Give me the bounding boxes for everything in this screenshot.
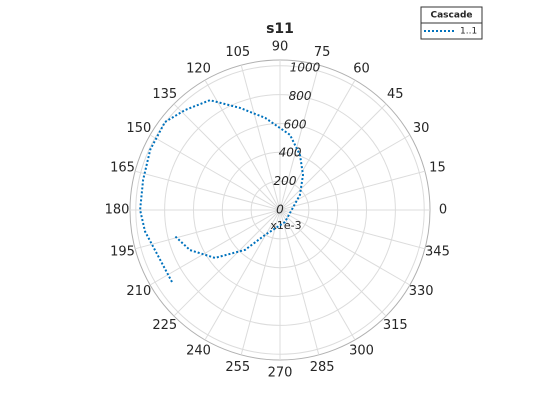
legend-label: 1..1 <box>460 27 477 37</box>
theta-tick-label: 315 <box>383 318 408 333</box>
theta-tick-label: 345 <box>425 245 450 260</box>
theta-grid-line <box>279 134 411 211</box>
theta-grid-line <box>279 209 387 317</box>
theta-grid-line <box>149 134 281 211</box>
r-tick-label: 0 <box>276 203 284 217</box>
r-grid-circle <box>135 65 425 355</box>
theta-grid-line <box>134 209 281 250</box>
theta-tick-label: 105 <box>225 45 250 60</box>
theta-grid-line <box>279 209 320 356</box>
theta-tick-label: 15 <box>429 160 446 175</box>
theta-grid-line <box>204 209 281 341</box>
theta-tick-label: 0 <box>439 203 447 218</box>
theta-grid-line <box>279 103 387 211</box>
r-tick-label: 800 <box>289 89 312 103</box>
r-tick-label: 600 <box>284 117 307 131</box>
theta-grid-line <box>240 209 281 356</box>
r-grid-circle <box>192 122 368 298</box>
theta-tick-label: 195 <box>110 245 135 260</box>
theta-tick-label: 150 <box>126 121 151 136</box>
r-exponent-label: x1e-3 <box>270 219 301 232</box>
theta-tick-label: 330 <box>409 284 434 299</box>
theta-tick-label: 90 <box>272 40 289 55</box>
theta-tick-label: 75 <box>314 45 331 60</box>
data-line <box>139 99 305 283</box>
theta-grid-line <box>279 64 320 211</box>
theta-grid-line <box>279 79 356 211</box>
r-tick-label: 200 <box>274 174 297 188</box>
theta-grid-line <box>279 209 411 286</box>
r-grid-circle <box>221 151 339 269</box>
theta-grid-line <box>149 209 281 286</box>
r-tick-label: 1000 <box>290 60 321 74</box>
chart-title: s11 <box>266 21 294 37</box>
theta-tick-label: 270 <box>268 366 293 381</box>
r-grid-circle <box>250 180 310 240</box>
legend: Cascade 1..1 <box>420 6 483 40</box>
theta-tick-label: 45 <box>387 87 404 102</box>
theta-tick-label: 225 <box>152 318 177 333</box>
theta-grid-line <box>173 103 281 211</box>
r-grid-circle <box>164 94 396 326</box>
legend-title: Cascade <box>431 11 473 21</box>
grid <box>130 60 430 360</box>
theta-tick-label: 30 <box>413 121 430 136</box>
theta-grid-line <box>134 170 281 211</box>
theta-tick-label: 180 <box>105 203 130 218</box>
theta-tick-label: 60 <box>353 61 370 76</box>
theta-tick-label: 285 <box>310 360 335 375</box>
theta-tick-label: 120 <box>186 61 211 76</box>
theta-grid-line <box>279 209 426 250</box>
theta-grid-line <box>173 209 281 317</box>
theta-grid-line <box>279 209 356 341</box>
theta-tick-label: 300 <box>349 344 374 359</box>
theta-grid-line <box>279 170 426 211</box>
theta-tick-label: 210 <box>126 284 151 299</box>
theta-grid-line <box>240 64 281 211</box>
theta-tick-label: 165 <box>110 160 135 175</box>
theta-tick-label: 135 <box>152 87 177 102</box>
theta-tick-label: 255 <box>225 360 250 375</box>
theta-tick-label: 240 <box>186 344 211 359</box>
